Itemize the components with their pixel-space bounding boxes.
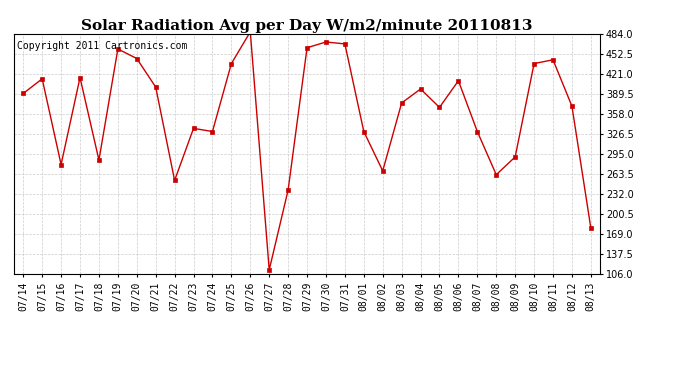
Title: Solar Radiation Avg per Day W/m2/minute 20110813: Solar Radiation Avg per Day W/m2/minute …: [81, 19, 533, 33]
Text: Copyright 2011 Cartronics.com: Copyright 2011 Cartronics.com: [17, 41, 187, 51]
